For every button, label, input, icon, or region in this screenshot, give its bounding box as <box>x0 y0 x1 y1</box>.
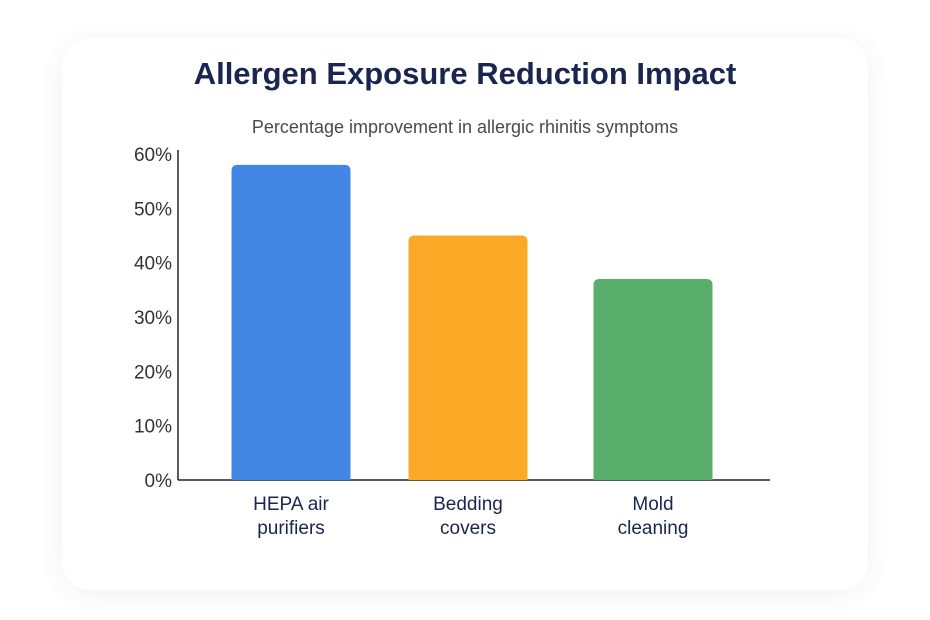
y-tick-label: 40% <box>134 254 172 275</box>
y-tick-label: 10% <box>134 417 172 438</box>
y-tick-label: 50% <box>134 199 172 220</box>
bar <box>408 235 528 480</box>
y-tick-label: 30% <box>134 308 172 329</box>
x-tick-label: purifiers <box>257 518 325 539</box>
chart-title: Allergen Exposure Reduction Impact <box>193 56 737 91</box>
x-tick-label: covers <box>440 518 496 539</box>
x-tick-label: Bedding <box>433 494 503 515</box>
y-tick-label: 60% <box>134 145 172 166</box>
x-tick-label: Mold <box>632 494 673 515</box>
y-tick-label: 0% <box>145 471 173 492</box>
chart-subtitle: Percentage improvement in allergic rhini… <box>251 117 679 137</box>
y-tick-label: 20% <box>134 362 172 383</box>
x-tick-label: cleaning <box>618 518 689 539</box>
x-tick-label: HEPA air <box>253 494 329 515</box>
bar <box>593 278 713 480</box>
bar <box>231 164 351 480</box>
